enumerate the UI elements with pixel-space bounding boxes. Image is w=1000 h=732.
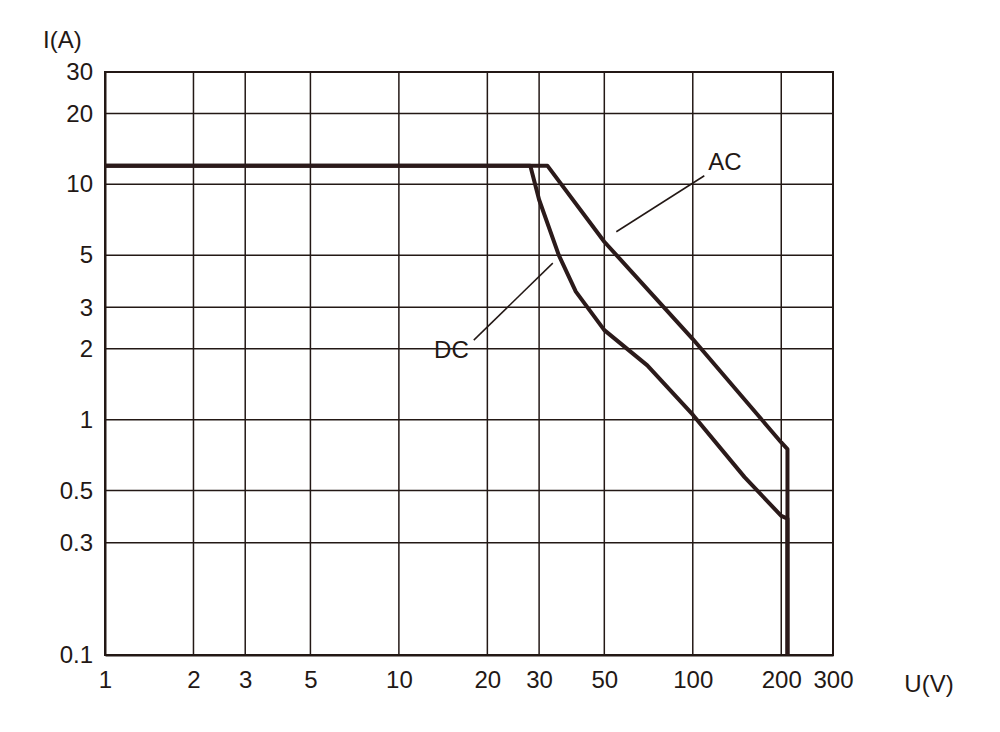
tick-label: 20 [66,100,93,127]
tick: 2 [80,335,105,362]
tick: 200 [762,655,802,693]
tick: 30 [66,58,105,85]
tick: 5 [80,241,105,268]
frame [105,72,833,655]
tick: 0.5 [60,477,105,504]
tick-label: 30 [66,58,93,85]
tick: 0.3 [60,529,105,556]
grid-line [105,542,833,544]
tick-label: 1 [80,406,93,433]
tick: 300 [813,655,853,693]
tick: 50 [591,655,618,693]
tick: 20 [66,100,105,127]
x-axis: 1 2 3 5 10 20 30 50 100 200 300 [99,655,854,693]
leader-line [474,263,553,340]
tick: 1 [99,655,112,693]
y-axis: 0.1 0.3 0.5 1 2 3 5 10 20 30 [60,58,106,668]
x-axis-title: U(V) [904,670,953,697]
series-label: AC [708,148,741,175]
tick-label: 3 [80,294,93,321]
grid-line [105,348,833,350]
series-labels: AC DC [434,148,742,363]
tick-label: 1 [99,666,112,693]
axis-line [105,73,107,656]
tick-label: 2 [187,666,200,693]
tick-label: 100 [673,666,713,693]
series-line [105,166,787,655]
tick-label: 200 [762,666,802,693]
tick-label: 10 [386,666,413,693]
grid-line [692,72,694,655]
grid-line [105,490,833,492]
series-group [105,166,787,655]
tick-label: 50 [591,666,618,693]
tick: 3 [80,294,105,321]
grid-line [105,254,833,256]
grid-line [105,184,833,186]
tick: 20 [475,655,502,693]
grid-line [310,72,312,655]
tick-label: 0.1 [60,641,93,668]
grid-line [105,307,833,309]
tick: 1 [80,406,105,433]
tick: 10 [386,655,413,693]
grid-line [105,113,833,115]
tick: 3 [239,655,252,693]
plot: 1 2 3 5 10 20 30 50 100 200 300 0.1 0.3 0.5 1 2 3 5 10 20 30… [60,58,854,693]
tick-label: 30 [526,666,553,693]
tick: 0.1 [60,641,105,668]
tick-label: 2 [80,335,93,362]
grid [105,72,833,655]
tick-label: 0.3 [60,529,93,556]
tick: 30 [526,655,553,693]
axis-line [106,655,834,657]
grid-line [780,72,782,655]
tick: 10 [66,170,105,197]
tick: 100 [673,655,713,693]
grid-line [538,72,540,655]
y-axis-title: I(A) [43,26,82,53]
tick-label: 300 [813,666,853,693]
grid-line [105,419,833,421]
chart: 1 2 3 5 10 20 30 50 100 200 300 0.1 0.3 0.5 1 2 3 5 10 20 30… [0,0,1000,732]
leader-line [616,176,704,232]
tick-label: 0.5 [60,477,93,504]
tick-label: 20 [475,666,502,693]
grid-line [193,72,195,655]
tick-label: 5 [304,666,317,693]
tick: 2 [187,655,200,693]
grid-line [487,72,489,655]
grid-line [244,72,246,655]
series-label: DC [434,336,469,363]
grid-line [398,72,400,655]
tick-label: 3 [239,666,252,693]
grid-line [604,72,606,655]
tick-label: 10 [66,170,93,197]
tick-label: 5 [80,241,93,268]
tick: 5 [304,655,317,693]
series-line [105,166,787,655]
